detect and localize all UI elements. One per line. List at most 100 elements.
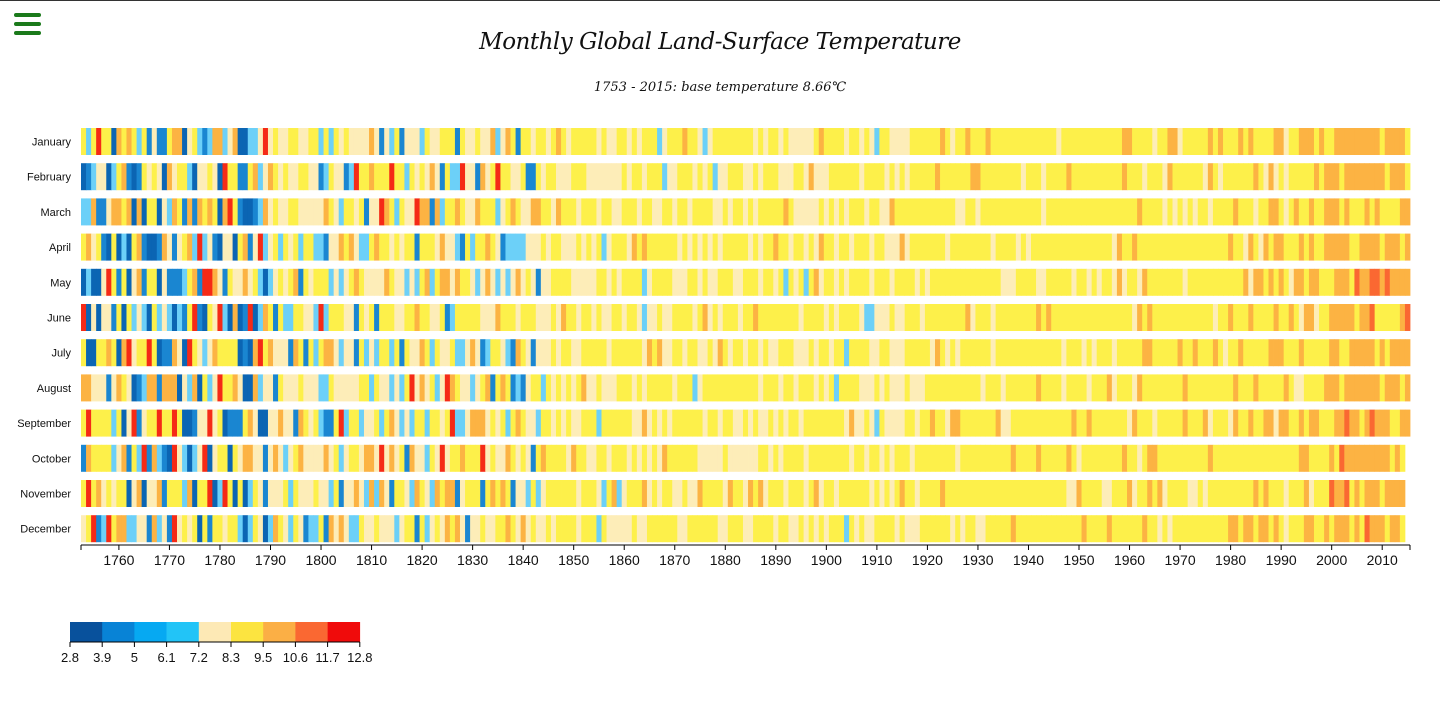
x-tick-label: 1840 [508,552,539,568]
heatmap-cell [237,128,244,155]
heatmap-cell [940,304,946,331]
heatmap-cell [556,515,562,543]
heatmap-cell [646,233,653,261]
heatmap-cell [495,304,501,331]
heatmap-cell [742,268,749,296]
heatmap-cell [1374,409,1381,437]
heatmap-cell [1015,339,1022,367]
heatmap-cell [353,198,360,226]
heatmap-cell [753,480,759,507]
heatmap-cell [1308,163,1315,191]
heatmap-cell [1121,480,1128,507]
heatmap-cell [793,374,799,402]
heatmap-cell [970,374,976,402]
heatmap-cell [298,515,304,543]
heatmap-cell [550,339,557,367]
heatmap-cell [1066,128,1072,155]
heatmap-cell [818,409,825,437]
heatmap-cell [1182,163,1189,191]
heatmap-cell [262,515,269,543]
heatmap-cell [343,233,350,261]
heatmap-cell [485,444,491,472]
heatmap-cell [904,163,911,191]
heatmap-cell [141,480,148,507]
heatmap-cell [550,409,557,437]
heatmap-cell [909,374,916,402]
heatmap-cell [1228,268,1234,296]
heatmap-cell [121,304,127,331]
heatmap-cell [985,268,991,296]
heatmap-cell [202,233,208,261]
heatmap-cell [596,233,602,261]
heatmap-cell [576,304,582,331]
heatmap-cell [1217,233,1224,261]
heatmap-cell [449,233,456,261]
heatmap-cell [1101,515,1108,543]
heatmap-cell [571,128,577,155]
heatmap-cell [247,374,254,402]
heatmap-cell [303,163,309,191]
heatmap-cell [884,304,890,331]
heatmap-cell [1228,198,1234,226]
heatmap-cell [1313,374,1320,402]
heatmap-cell [748,128,754,155]
heatmap-cell [1091,409,1098,437]
heatmap-cell [1334,128,1340,155]
heatmap-cell [859,233,865,261]
heatmap-cell [358,304,365,331]
heatmap-cell [151,233,158,261]
heatmap-cell [96,268,102,296]
heatmap-cell [1399,339,1406,367]
heatmap-cell [454,268,461,296]
heatmap-cell [586,515,592,543]
heatmap-cell [682,163,688,191]
heatmap-cell [1031,409,1037,437]
heatmap-cell [520,374,527,402]
heatmap-cell [1379,444,1386,472]
heatmap-cell [1379,268,1386,296]
heatmap-cell [116,515,122,543]
heatmap-cell [1000,374,1007,402]
heatmap-cell [470,163,476,191]
hamburger-menu-icon[interactable] [14,13,41,35]
heatmap-cell [616,163,623,191]
heatmap-cell [1127,480,1133,507]
heatmap-cell [535,339,542,367]
heatmap-cell [540,339,547,367]
heatmap-cell [884,409,890,437]
heatmap-cell [192,480,198,507]
heatmap-cell [1081,304,1087,331]
heatmap-cell [919,233,926,261]
heatmap-cell [490,444,496,472]
heatmap-cell [1389,163,1396,191]
heatmap-cell [1010,198,1017,226]
heatmap-cell [171,515,178,543]
heatmap-cell [424,409,431,437]
heatmap-cell [96,444,102,472]
heatmap-cell [1339,268,1345,296]
heatmap-cell [1096,409,1103,437]
heatmap-cell [929,198,936,226]
heatmap-cell [1005,480,1012,507]
heatmap-cell [257,374,264,402]
heatmap-cell [419,304,426,331]
heatmap-cell [1116,515,1123,543]
heatmap-cell [328,444,335,472]
heatmap-cell [1066,374,1072,402]
heatmap-cell [682,304,688,331]
heatmap-cell [1071,198,1077,226]
heatmap-cell [389,444,395,472]
heatmap-cell [1248,304,1254,331]
heatmap-cell [232,304,239,331]
heatmap-cell [965,515,971,543]
heatmap-cell [146,233,153,261]
heatmap-cell [1288,480,1295,507]
heatmap-cell [990,268,997,296]
heatmap-cell [91,233,97,261]
heatmap-cell [965,304,971,331]
heatmap-cell [308,480,314,507]
heatmap-cell [1293,444,1300,472]
heatmap-cell [1187,233,1194,261]
heatmap-cell [136,304,143,331]
heatmap-cell [631,163,638,191]
